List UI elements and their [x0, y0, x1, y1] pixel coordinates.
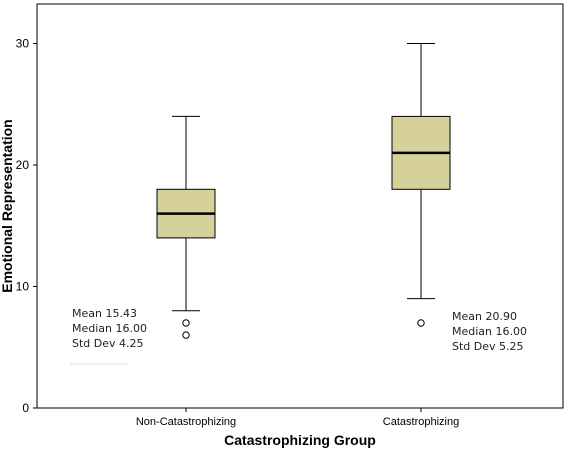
- box-series: [156, 43, 451, 339]
- plot-area-frame: [36, 3, 564, 409]
- box-group: [156, 115, 216, 339]
- y-tick-label: 10: [16, 280, 30, 294]
- stat-line: Mean 15.43: [72, 307, 137, 320]
- stat-line: Std Dev 5.25: [452, 340, 524, 353]
- outlier-point: [182, 331, 190, 339]
- stat-block: Mean 20.90 Median 16.00 Std Dev 5.25: [452, 310, 527, 353]
- y-tick-label: 0: [22, 401, 29, 415]
- x-category-label: Non-Catastrophizing: [136, 416, 236, 428]
- stat-line: Mean 20.90: [452, 310, 517, 323]
- y-tick-label: 30: [16, 37, 30, 51]
- stat-line: Median 16.00: [452, 325, 527, 338]
- stat-annotations: Mean 15.43 Median 16.00 Std Dev 4.25 Mean 2…: [72, 307, 527, 353]
- stat-line: Std Dev 4.25: [72, 337, 144, 350]
- x-axis-categories: Non-Catastrophizing Catastrophizing: [136, 408, 459, 428]
- outlier-point: [417, 319, 425, 327]
- y-tick-label: 20: [16, 158, 30, 172]
- y-axis-ticks: 0 10 20 30: [16, 37, 37, 415]
- box-group: [391, 43, 451, 327]
- stat-block: Mean 15.43 Median 16.00 Std Dev 4.25: [72, 307, 147, 350]
- y-axis-title: Emotional Representation: [0, 119, 15, 292]
- outlier-point: [182, 319, 190, 327]
- stat-line: Median 16.00: [72, 322, 147, 335]
- x-axis-title: Catastrophizing Group: [224, 432, 376, 448]
- x-category-label: Catastrophizing: [383, 416, 459, 428]
